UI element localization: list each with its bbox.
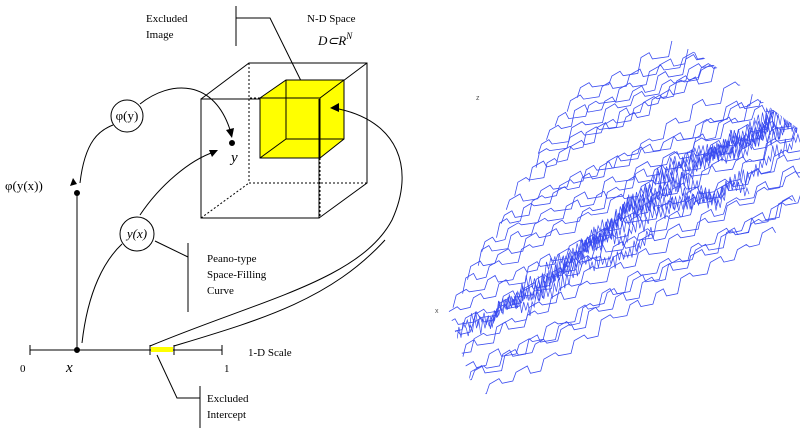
peano-curve-segment [514, 25, 800, 196]
excluded-intercept-segment [151, 347, 173, 352]
peano-curve-segment [477, 34, 800, 266]
peano-curve-band [561, 176, 750, 275]
excluded-image-label-line1: Excluded [146, 13, 188, 25]
one-label: 1 [224, 363, 230, 375]
excluded-image-label-line2: Image [146, 29, 174, 41]
space-formula: D⊂RN [317, 31, 353, 48]
peano-curve-segment [462, 64, 800, 294]
x-point [74, 347, 80, 353]
arrow-intercept-to-image-lower [173, 239, 386, 347]
peano-curve-segment [481, 25, 800, 252]
peano-curve-segment [415, 159, 800, 378]
phi-y-x-label: φ(y(x)) [5, 178, 43, 193]
excluded-intercept-label-line1: Excluded [207, 393, 249, 405]
peano-curve-band [537, 186, 726, 291]
arrow-phi-from-y [139, 87, 232, 134]
peano-curve-segment [566, 25, 800, 112]
peano-curve-segment [576, 25, 800, 98]
peano-curve-band [753, 25, 800, 128]
peano-curve-band [513, 155, 702, 310]
arrow-intercept-to-image-upper [149, 107, 403, 347]
arrow-heads [70, 103, 339, 186]
zero-label: 0 [20, 363, 26, 375]
axis-z-label: z [476, 95, 480, 102]
peano-curve-segment [412, 187, 800, 406]
peano-curve-segment [412, 194, 796, 420]
phi-y-circle [110, 99, 144, 133]
arrow-phi-to-axis [79, 124, 114, 184]
peano-curve-segment [467, 36, 800, 280]
peano-curve-segment [412, 197, 793, 425]
peano-curve-band [681, 27, 800, 180]
arrow-x-to-yx [81, 243, 123, 344]
arrow-yx-to-y [139, 151, 215, 216]
excluded-image-cube [249, 79, 345, 218]
y-x-circle [119, 216, 155, 252]
peano-curve-band [729, 41, 800, 144]
one-d-scale [29, 345, 223, 355]
excluded-image-pointer [236, 17, 308, 94]
peano-curve-segment [432, 107, 800, 350]
peano-pointer [154, 240, 189, 258]
phi-y-label: φ(y) [116, 108, 139, 123]
y-label: y [229, 150, 238, 166]
scale-label: 1-D Scale [248, 347, 292, 359]
peano-curve-segment [412, 150, 800, 392]
peano-curve-band [633, 115, 800, 217]
x-label: x [65, 360, 73, 376]
phi-y-x-point [74, 190, 80, 196]
peano-label-line2: Space-Filling [207, 269, 267, 281]
left-labels: Excluded Image N-D Space D⊂RN φ(y) y φ(y… [5, 13, 356, 421]
peano-label-line3: Curve [207, 285, 234, 297]
peano-curve-3d [412, 25, 800, 425]
y-x-label: y(x) [125, 226, 147, 241]
nd-space-label: N-D Space [307, 13, 356, 25]
right-plot: z x [412, 25, 800, 425]
peano-curve-segment [417, 138, 800, 364]
peano-curve-segment [554, 25, 800, 126]
excluded-intercept-label-line2: Intercept [207, 409, 246, 421]
axis-x-label: x [435, 308, 439, 315]
y-point [229, 140, 235, 146]
peano-curve-segment [440, 104, 800, 336]
peano-label-line1: Peano-type [207, 253, 257, 265]
excluded-intercept-pointer [156, 354, 200, 399]
left-diagram [29, 6, 403, 428]
peano-curve-segment [505, 25, 800, 210]
peano-curve-band [465, 227, 654, 337]
